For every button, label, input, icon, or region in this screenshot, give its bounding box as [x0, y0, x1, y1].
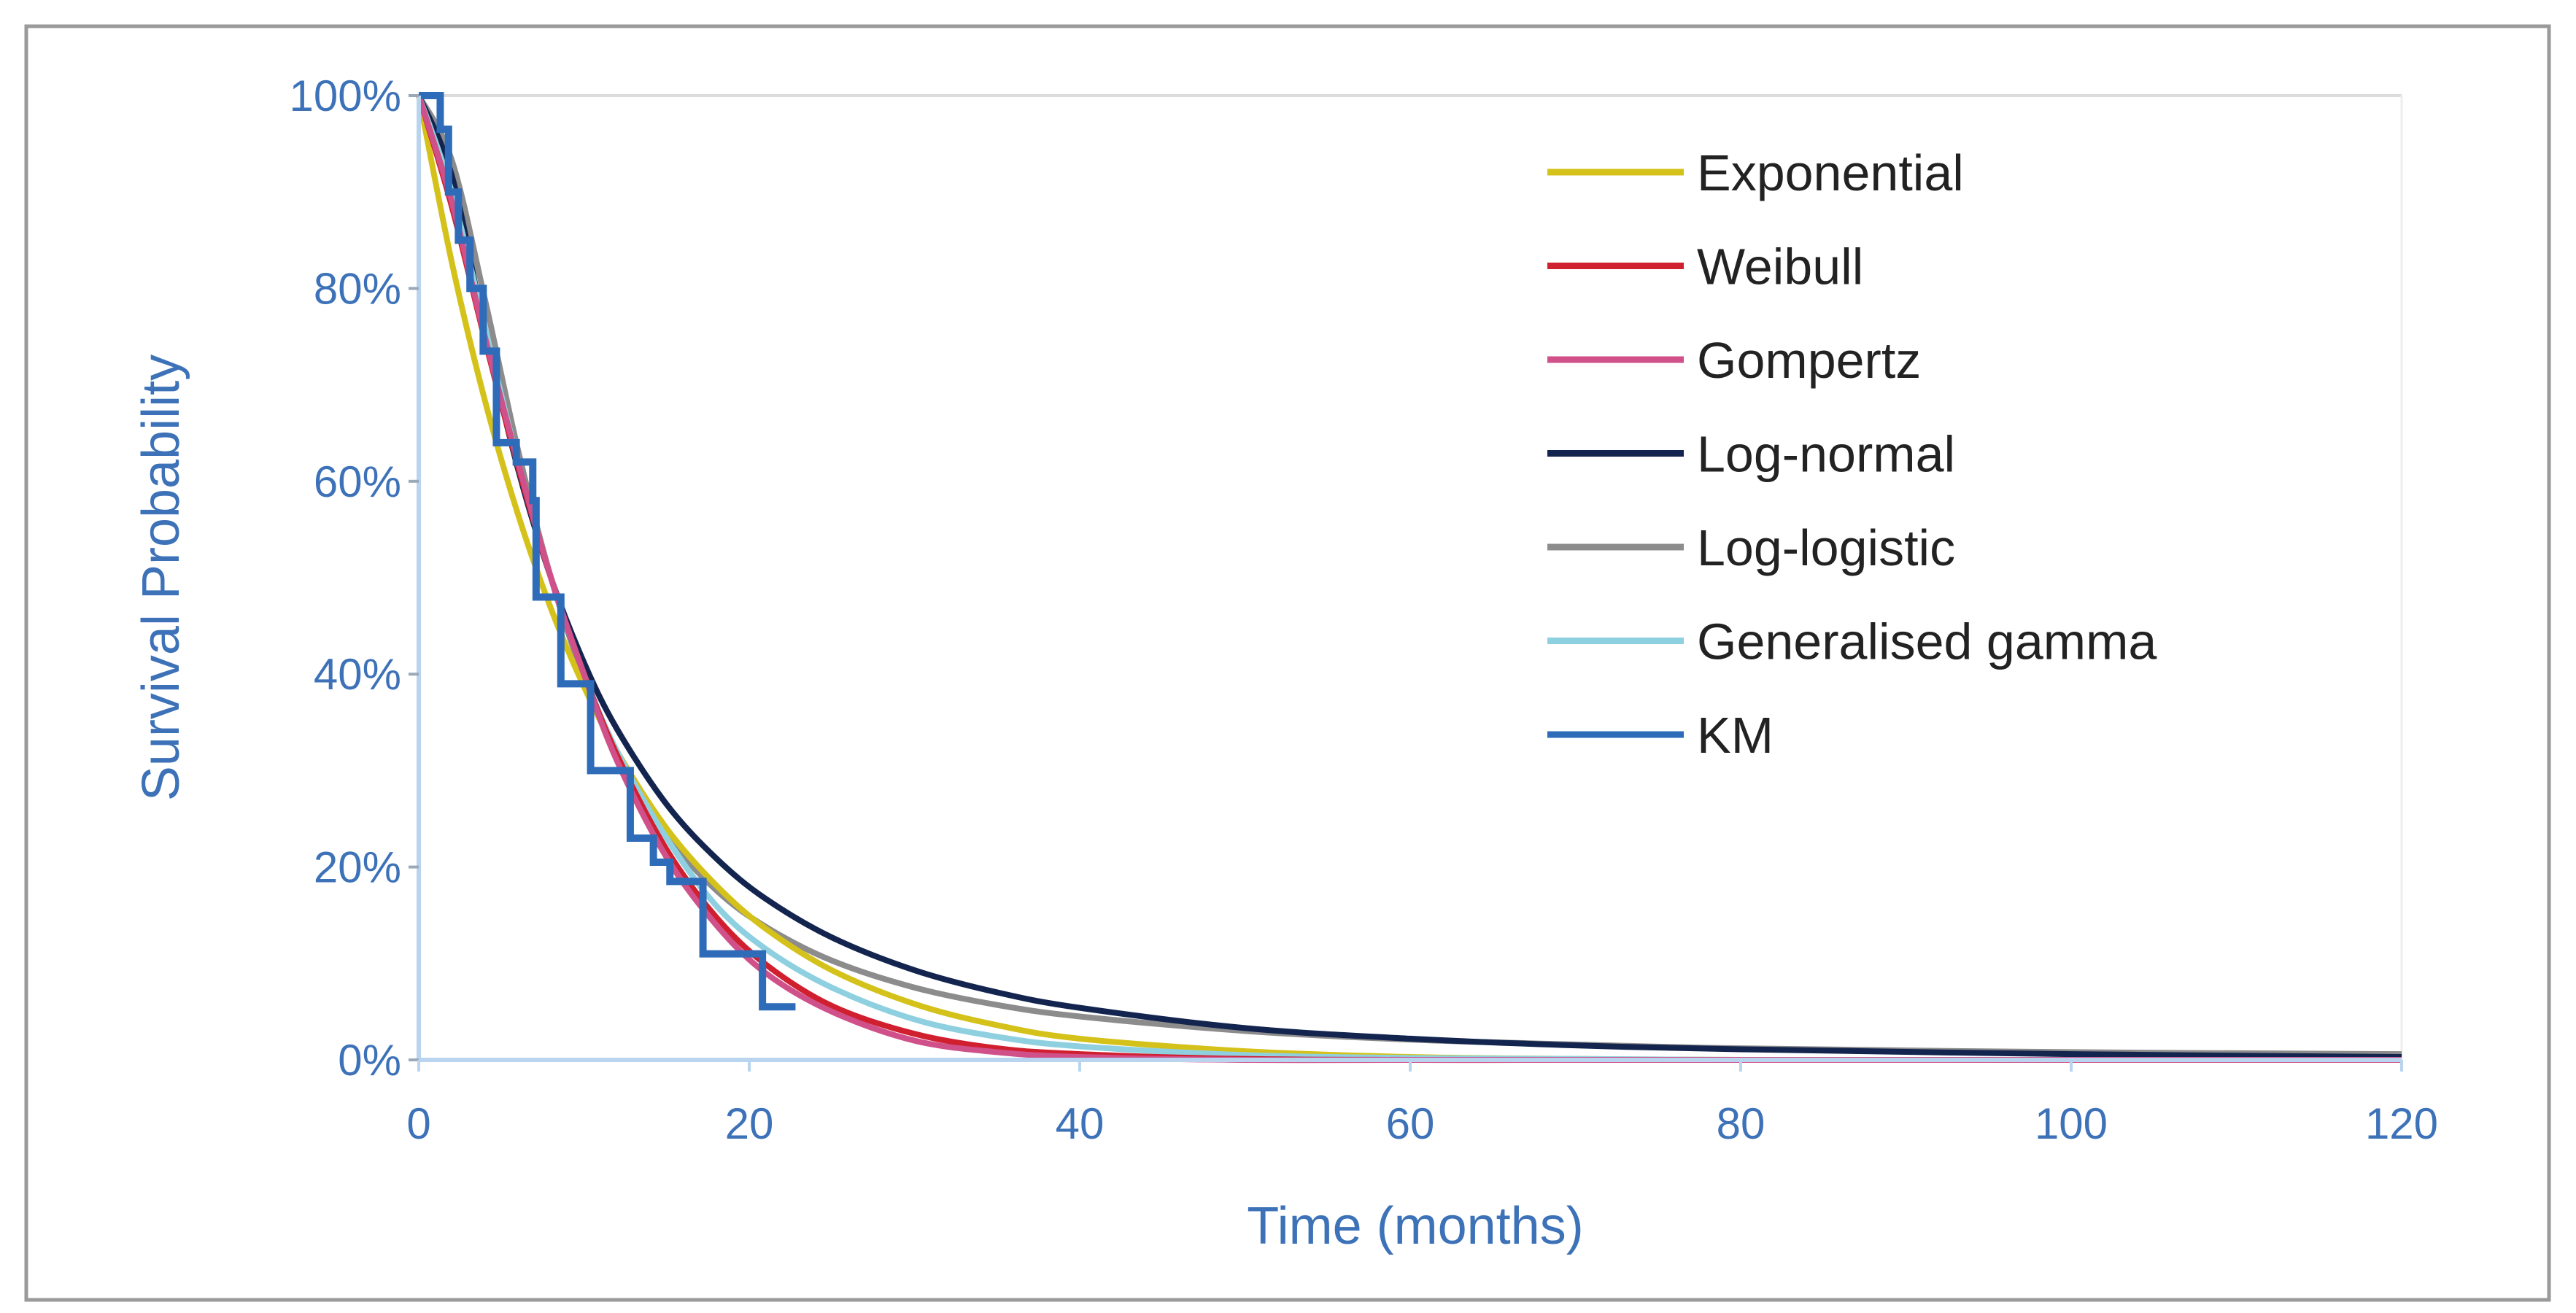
- x-tick-label: 80: [1717, 1099, 1765, 1148]
- y-tick-label: 60%: [314, 457, 401, 506]
- x-axis-title: Time (months): [1247, 1197, 1583, 1255]
- y-tick-label: 20%: [314, 843, 401, 892]
- legend: Exponential Weibull Gompertz Log-normal Log-…: [1547, 144, 2157, 764]
- y-axis-title: Survival Probability: [132, 355, 190, 801]
- legend-item: Exponential: [1547, 144, 1964, 201]
- y-tick-label: 80%: [314, 264, 401, 313]
- legend-item: Log-logistic: [1547, 519, 1955, 576]
- legend-item: KM: [1547, 707, 1774, 764]
- y-tick-label: 0%: [338, 1036, 401, 1085]
- series-line-km: [419, 92, 796, 1011]
- legend-label: Log-normal: [1697, 426, 1955, 483]
- x-tick-label: 120: [2365, 1099, 2438, 1148]
- legend-label: Exponential: [1697, 144, 1964, 201]
- chart-border: [24, 24, 2551, 1302]
- x-tick-label: 20: [725, 1099, 774, 1148]
- legend-label: Weibull: [1697, 239, 1863, 295]
- x-tick-label: 60: [1386, 1099, 1435, 1148]
- legend-label: KM: [1697, 707, 1774, 764]
- legend-label: Generalised gamma: [1697, 613, 2157, 670]
- legend-item: Generalised gamma: [1547, 613, 2157, 670]
- x-tick-label: 100: [2035, 1099, 2108, 1148]
- y-ticks: 0% 20% 40% 60% 80% 100%: [290, 71, 419, 1085]
- legend-label: Gompertz: [1697, 332, 1921, 389]
- legend-item: Gompertz: [1547, 332, 1921, 389]
- legend-label: Log-logistic: [1697, 519, 1955, 576]
- curves: [416, 92, 2402, 1064]
- legend-item: Weibull: [1547, 239, 1863, 295]
- x-tick-label: 40: [1056, 1099, 1105, 1148]
- y-tick-label: 100%: [290, 71, 401, 120]
- y-tick-label: 40%: [314, 650, 401, 699]
- legend-item: Log-normal: [1547, 426, 1955, 483]
- x-tick-label: 0: [406, 1099, 430, 1148]
- x-ticks: 0 20 40 60 80 100 120: [406, 1060, 2438, 1148]
